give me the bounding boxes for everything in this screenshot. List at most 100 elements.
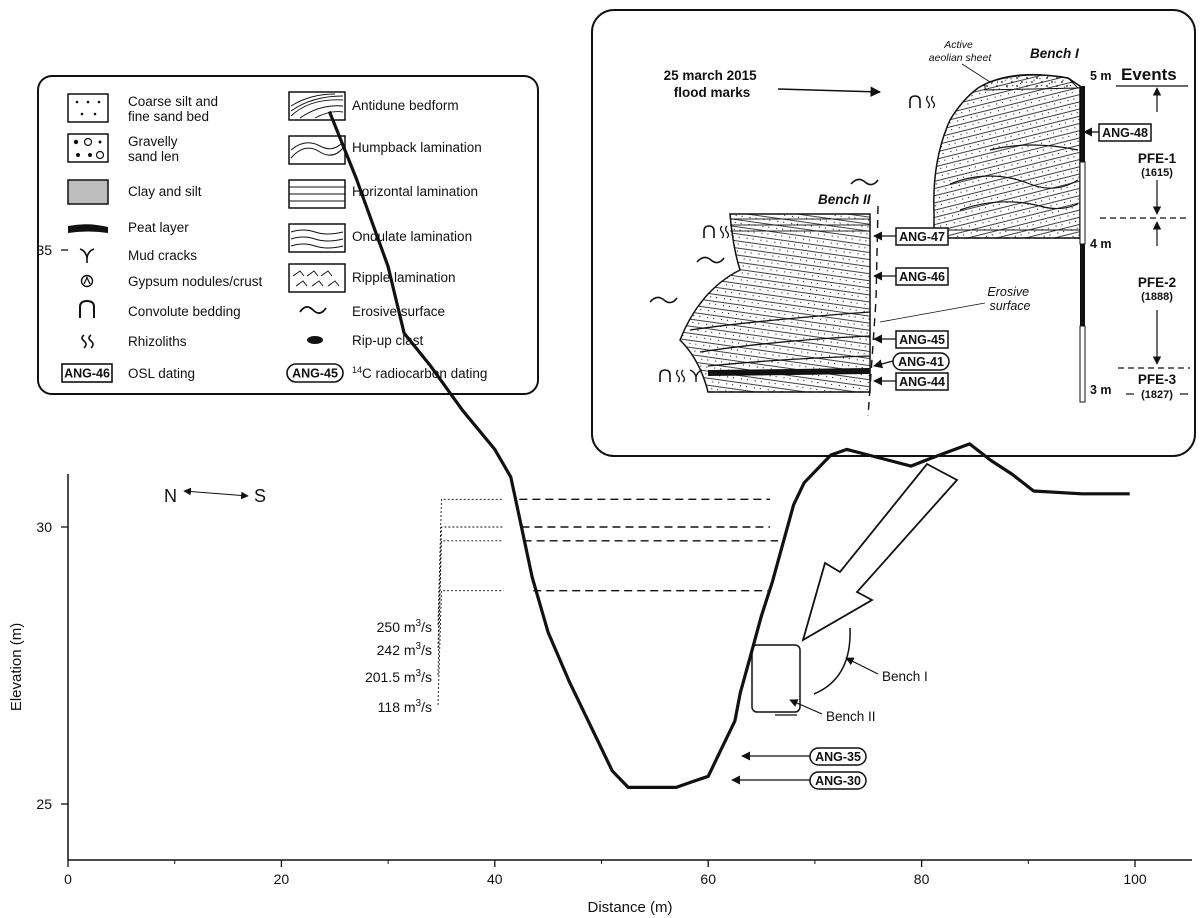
mud-cracks-icon <box>79 248 95 263</box>
event-pfe-1-name: PFE-1 <box>1138 151 1177 166</box>
event-pfe-3-name: PFE-3 <box>1138 372 1177 387</box>
x-axis-ticks: 0 20 40 60 80 100 <box>64 860 1147 887</box>
svg-text:ANG-46: ANG-46 <box>64 367 110 381</box>
stratigraphy-inset: 25 march 2015 flood marks Active aeolian… <box>591 9 1196 457</box>
legend-label-coarse-silt: Coarse silt and fine sand bed <box>128 94 222 124</box>
sample-ang-48: ANG-48 <box>1083 123 1152 142</box>
sample-ang-47: ANG-47 <box>873 227 949 246</box>
discharge-label-250: 250 m3/s <box>377 618 432 635</box>
svg-text:ANG-41: ANG-41 <box>898 355 944 369</box>
sample-ang-44: ANG-44 <box>873 372 949 391</box>
sample-ang-41: ANG-41 <box>873 352 950 371</box>
convolute-rhizolith-mudcrack-symbols-icon <box>659 369 703 383</box>
legend: ANG-46 Coarse silt and fine sand bed Gra… <box>37 75 539 395</box>
radiocarbon-dating-symbol: ANG-45 <box>286 363 344 383</box>
x-tick-label-40: 40 <box>487 871 503 887</box>
flood-marks-label: 25 march 2015 flood marks <box>664 68 761 100</box>
legend-label-humpback: Humpback lamination <box>352 140 482 155</box>
depth-scale-bar <box>1079 86 1086 403</box>
bench-i-profile-label: Bench I <box>882 669 928 684</box>
x-tick-label-100: 100 <box>1123 871 1147 887</box>
discharge-leader-0 <box>437 498 504 626</box>
convolute-symbol-bench2-icon <box>703 225 730 239</box>
x-axis-label: Distance (m) <box>587 899 672 916</box>
y-axis-label: Elevation (m) <box>8 623 25 711</box>
discharge-label-242: 242 m3/s <box>377 641 432 658</box>
orientation-arrow <box>183 487 249 500</box>
discharge-label-201-5: 201.5 m3/s <box>365 668 432 685</box>
x-tick-label-0: 0 <box>64 871 72 887</box>
erosive-mark-1-icon <box>850 178 879 186</box>
bench-i-inset-label: Bench I <box>1030 46 1079 61</box>
legend-label-antidune: Antidune bedform <box>352 98 459 113</box>
gypsum-nodule-icon <box>80 274 94 288</box>
x-tick-label-60: 60 <box>700 871 716 887</box>
south-label: S <box>254 486 266 506</box>
horizontal-lamination-icon <box>288 179 346 209</box>
svg-text:ANG-30: ANG-30 <box>815 774 861 788</box>
flood-marks-arrow <box>777 86 882 97</box>
discharge-label-118: 118 m3/s <box>378 698 432 715</box>
discharge-levels <box>437 498 778 706</box>
antidune-bedform-icon <box>288 91 346 121</box>
sample-ang-35: ANG-35 <box>741 747 867 766</box>
zoom-arrow-icon <box>801 462 959 642</box>
erosive-mark-3-icon <box>649 296 678 304</box>
bench-i-section <box>933 73 1081 239</box>
svg-text:ANG-45: ANG-45 <box>899 333 945 347</box>
legend-label-ripple: Ripple lamination <box>352 270 456 285</box>
event-pfe-3-year: (1827) <box>1141 389 1173 401</box>
event-pfe-2-name: PFE-2 <box>1138 275 1176 290</box>
north-label: N <box>164 486 177 506</box>
legend-label-radiocarbon: 14C radiocarbon dating <box>352 365 487 381</box>
legend-label-peat: Peat layer <box>128 220 189 235</box>
humpback-lamination-icon <box>288 135 346 165</box>
legend-label-clay-silt: Clay and silt <box>128 184 202 199</box>
sample-ang-45: ANG-45 <box>873 330 949 349</box>
legend-frame <box>37 75 539 395</box>
bench-ii-pointer <box>789 699 823 715</box>
event-pfe-1-year: (1615) <box>1141 167 1173 179</box>
bench-i-pointer <box>845 657 879 675</box>
discharge-leader-1 <box>437 526 504 649</box>
svg-text:ANG-44: ANG-44 <box>899 375 945 389</box>
svg-text:ANG-47: ANG-47 <box>899 230 945 244</box>
svg-text:ANG-46: ANG-46 <box>899 270 945 284</box>
sample-ang-30: ANG-30 <box>731 771 867 790</box>
y-axis-ticks: 25 30 35 <box>36 242 68 812</box>
terrain-profile-line <box>327 110 1130 789</box>
legend-label-mud-cracks: Mud cracks <box>128 248 197 263</box>
bench-ii-section <box>679 213 871 393</box>
erosive-mark-2-icon <box>696 256 725 264</box>
legend-label-osl: OSL dating <box>128 366 195 381</box>
bench-ii-profile-label: Bench II <box>826 709 876 724</box>
erosive-surface-dashed-line <box>867 205 879 417</box>
svg-text:ANG-48: ANG-48 <box>1102 126 1148 140</box>
erosive-surface-icon <box>299 306 327 314</box>
convolute-bedding-icon <box>79 299 95 318</box>
legend-label-convolute: Convolute bedding <box>128 304 241 319</box>
events-title: Events <box>1121 65 1177 84</box>
gravelly-sand-symbol-icon <box>67 133 109 163</box>
coarse-silt-symbol-icon <box>67 93 109 123</box>
ripple-lamination-icon <box>288 263 346 293</box>
scale-4m: 4 m <box>1090 237 1112 251</box>
bench-i-arc <box>813 627 851 695</box>
aeolian-leader <box>961 63 991 83</box>
legend-label-gravelly-sand: Gravelly sand len <box>128 134 181 164</box>
ondulate-lamination-icon <box>288 223 346 253</box>
clay-silt-symbol-icon <box>67 179 109 205</box>
legend-label-gypsum: Gypsum nodules/crust <box>128 274 263 289</box>
legend-label-rhizoliths: Rhizoliths <box>128 334 187 349</box>
convolute-symbol-bench1-icon <box>909 95 936 109</box>
rhizoliths-icon <box>81 334 94 349</box>
osl-dating-symbol: ANG-46 <box>61 363 113 383</box>
plot-axes <box>67 474 1192 861</box>
discharge-leader-2 <box>437 540 504 676</box>
event-pfe-2-year: (1888) <box>1141 291 1173 303</box>
profile-plot: 0 20 40 60 80 100 25 30 35 Distance (m) Elevati… <box>8 110 1192 916</box>
aeolian-sheet-label: Active aeolian sheet <box>929 39 993 64</box>
erosive-leader <box>879 302 986 323</box>
scale-3m: 3 m <box>1090 383 1112 397</box>
